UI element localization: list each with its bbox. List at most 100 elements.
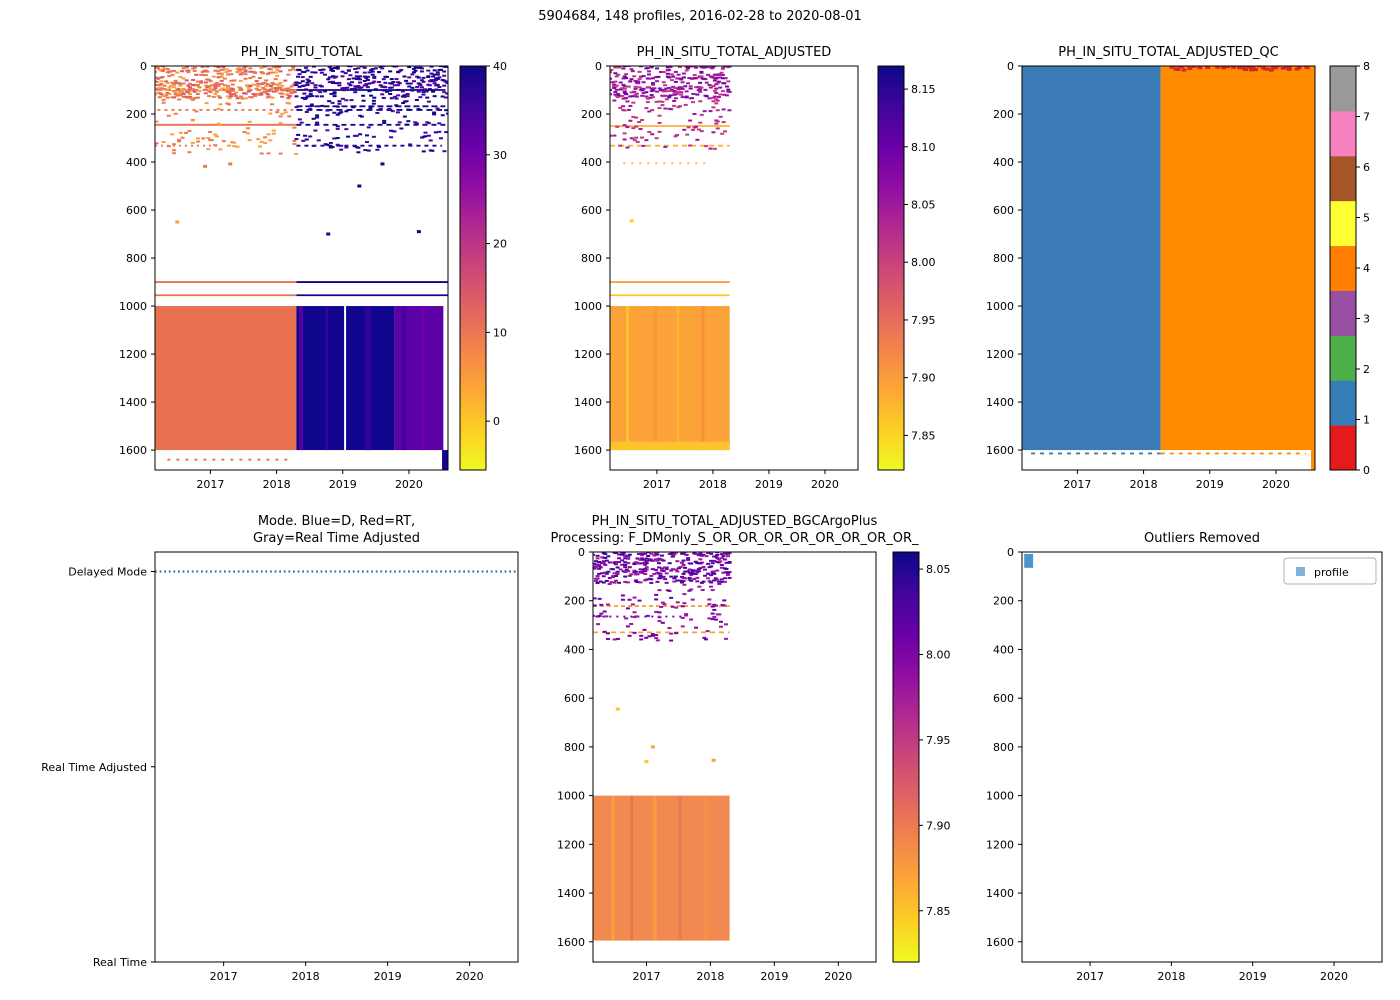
scatter-point — [284, 93, 289, 96]
scatter-point — [430, 149, 435, 152]
scatter-point — [232, 79, 237, 82]
scatter-point — [723, 130, 728, 133]
scatter-point — [229, 95, 234, 98]
scatter-point — [167, 75, 172, 78]
scatter-point — [715, 578, 720, 581]
scatter-point — [654, 637, 659, 640]
data-block — [402, 306, 407, 451]
scatter-point — [605, 637, 610, 640]
scatter-point — [155, 88, 159, 91]
y-tick-label: 1200 — [986, 348, 1014, 361]
scatter-point — [421, 80, 426, 83]
scatter-point — [370, 70, 375, 73]
scatter-point — [613, 85, 618, 88]
scatter-point — [280, 84, 285, 87]
scatter-point — [688, 144, 693, 147]
scatter-point — [682, 602, 687, 605]
scatter-point — [643, 552, 648, 555]
plot-title: PH_IN_SITU_TOTAL_ADJUSTED_QC — [1058, 45, 1278, 60]
scatter-point — [326, 78, 331, 81]
scatter-point — [216, 95, 221, 98]
scatter-point — [709, 581, 714, 584]
scatter-point — [280, 92, 285, 95]
scatter-point — [227, 69, 232, 72]
scatter-point — [658, 577, 663, 580]
scatter-point — [651, 77, 656, 80]
colorbar-tick-label: 4 — [1363, 262, 1370, 275]
scatter-point — [433, 131, 438, 134]
scatter-point — [667, 96, 672, 99]
scatter-point — [371, 102, 376, 105]
scatter-point — [170, 81, 175, 84]
scatter-point — [685, 82, 690, 85]
scatter-point — [652, 87, 657, 90]
scatter-point — [313, 71, 318, 74]
scatter-point — [195, 92, 200, 95]
scatter-point — [305, 81, 310, 84]
scatter-point — [710, 67, 715, 70]
scatter-point — [235, 97, 240, 100]
scatter-point — [319, 85, 324, 88]
scatter-point — [238, 68, 243, 71]
scatter-point — [672, 104, 677, 107]
scatter-point — [349, 99, 354, 102]
scatter-point — [1268, 68, 1274, 72]
scatter-point — [690, 569, 695, 572]
scatter-point — [190, 141, 195, 144]
scatter-point — [308, 107, 313, 110]
colorbar-tick-label: 0 — [493, 415, 500, 428]
colorbar-frame — [459, 65, 487, 471]
scatter-point — [155, 79, 157, 82]
scatter-point — [1286, 67, 1292, 71]
scatter-point — [651, 96, 656, 99]
scatter-point — [724, 571, 729, 574]
colorbar-tick-label: 0 — [1363, 464, 1370, 477]
scatter-point — [301, 139, 306, 142]
scatter-point — [684, 69, 689, 72]
plot-area-outliers-removed — [1024, 553, 1034, 568]
scatter-point — [622, 109, 627, 112]
scatter-point — [593, 553, 595, 556]
scatter-point — [275, 83, 280, 86]
scatter-point — [603, 571, 608, 574]
scatter-point — [650, 133, 655, 136]
scatter-point — [669, 569, 674, 572]
scatter-point — [727, 576, 732, 579]
scatter-point — [394, 66, 399, 68]
scatter-point — [679, 581, 684, 584]
scatter-point — [234, 91, 239, 94]
scatter-point — [605, 632, 610, 635]
scatter-point — [246, 86, 251, 89]
scatter-point — [264, 85, 269, 88]
scatter-point — [660, 554, 665, 557]
scatter-point — [655, 80, 660, 83]
scatter-point — [445, 92, 448, 95]
scatter-point — [175, 71, 180, 74]
scatter-point — [335, 113, 340, 116]
scatter-point — [689, 562, 694, 565]
scatter-point — [726, 552, 731, 555]
scatter-point — [216, 66, 221, 69]
scatter-point — [727, 571, 732, 574]
scatter-point — [275, 111, 280, 114]
scatter-point — [714, 122, 719, 125]
scatter-point — [660, 100, 665, 103]
scatter-point — [715, 82, 720, 85]
scatter-point — [176, 92, 181, 95]
scatter-point — [649, 66, 654, 69]
data-block — [701, 306, 705, 451]
y-tick-label: 1600 — [119, 444, 147, 457]
scatter-point — [191, 84, 196, 87]
scatter-point — [359, 66, 364, 68]
scatter-point — [677, 105, 682, 108]
scatter-point — [407, 85, 412, 88]
scatter-point — [221, 140, 226, 143]
scatter-point — [342, 87, 347, 90]
scatter-point — [722, 577, 727, 580]
scatter-point — [315, 114, 320, 117]
scatter-point — [356, 85, 361, 88]
scatter-point — [623, 557, 628, 560]
scatter-point — [164, 80, 169, 83]
colorbar-tick-label: 7 — [1363, 111, 1370, 124]
colorbar-tick-label: 7.95 — [926, 734, 951, 747]
